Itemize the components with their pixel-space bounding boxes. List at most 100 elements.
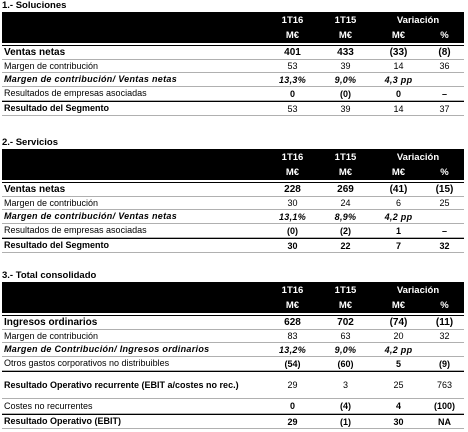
row-label: Resultado Operativo recurrente (EBIT a/c… [4, 379, 239, 390]
header-spacer [2, 150, 266, 165]
row-label: Otros gastos corporativos no distribuibl… [4, 358, 170, 368]
unit-header: % [440, 300, 449, 311]
unit-header: % [440, 30, 449, 41]
unit-header: M€ [285, 300, 300, 311]
cell-value: (41) [389, 184, 408, 195]
table-body: Ingresos ordinarios 628 702 (74) (11) Margen … [2, 315, 464, 429]
cell-value: 14 [393, 103, 404, 114]
column-header: 1T16 [281, 285, 304, 296]
column-header: 1T16 [281, 15, 304, 26]
cell-value: 9,0% [334, 74, 357, 85]
section-title: 1.- Soluciones [2, 0, 464, 13]
cell-value: 13,3% [278, 74, 307, 85]
cell-value: 6 [395, 198, 401, 208]
cell-value: 20 [393, 331, 404, 341]
row-label: Margen de contribución/ Ventas netas [4, 74, 177, 84]
section: 2.- Servicios 1T16 1T15 Variación M€ M€ M€% Ven… [2, 137, 464, 253]
cell-value: 0 [289, 88, 295, 99]
cell-value: 4 [395, 401, 401, 411]
section-title: 3.- Total consolidado [2, 270, 464, 283]
unit-header: M€ [391, 167, 406, 178]
cell-value: (11) [435, 317, 454, 328]
cell-value: 30 [287, 240, 298, 251]
cell-value: 14 [393, 61, 404, 71]
header-spacer [2, 28, 266, 43]
column-header: Variación [396, 285, 440, 296]
cell-value: 8,9% [334, 211, 357, 222]
table-row: Ventas netas 228 269 (41) (15) [2, 182, 464, 197]
cell-value: 22 [340, 240, 351, 251]
cell-value: (33) [389, 47, 408, 58]
cell-value: (9) [439, 358, 450, 369]
cell-value: 39 [340, 103, 351, 114]
cell-value: 401 [284, 47, 301, 58]
cell-value: 24 [340, 198, 351, 208]
cell-value: (8) [438, 47, 451, 58]
column-header: 1T15 [334, 152, 357, 163]
cell-value: (74) [389, 317, 408, 328]
cell-value: 7 [395, 240, 401, 251]
cell-value: 5 [395, 358, 401, 369]
cell-value: 36 [439, 61, 450, 71]
header-row: 1T16 1T15 Variación [2, 283, 464, 298]
unit-header: M€ [285, 30, 300, 41]
table-row: Margen de Contribución/ Ingresos ordinar… [2, 343, 464, 357]
cell-value: 25 [393, 380, 404, 390]
cell-value: 702 [337, 317, 354, 328]
row-label: Margen de contribución [4, 60, 99, 71]
cell-value: 228 [284, 184, 301, 195]
cell-value: 1 [395, 225, 401, 236]
table-row: Margen de contribución/ Ventas netas 13,3… [2, 73, 464, 87]
cell-value: – [441, 88, 447, 99]
header-row: M€ M€ M€% [2, 298, 464, 313]
column-header: 1T15 [334, 285, 357, 296]
column-header: 1T15 [334, 15, 357, 26]
table-row: Otros gastos corporativos no distribuibl… [2, 357, 464, 371]
cell-value: 29 [287, 380, 298, 390]
table-row: Resultado Operativo (EBIT) 29 (1) 30 NA [2, 414, 464, 429]
header-spacer [2, 298, 266, 313]
unit-header: M€ [338, 30, 353, 41]
column-header: Variación [396, 15, 440, 26]
cell-value: 4,2 pp [384, 211, 413, 222]
row-label: Resultado del Segmento [4, 103, 110, 113]
cell-value: 53 [287, 61, 298, 71]
unit-header: M€ [285, 167, 300, 178]
row-label: Resultado Operativo (EBIT) [4, 416, 122, 426]
cell-value: 32 [439, 331, 450, 341]
table-row: Margen de contribución 83 63 20 32 [2, 330, 464, 343]
table-row: Costes no recurrentes 0 (4) 4 (100) [2, 399, 464, 414]
cell-value: (2) [340, 225, 351, 236]
header-row: M€ M€ M€% [2, 165, 464, 180]
cell-value: 25 [439, 198, 450, 208]
cell-value: 53 [287, 103, 298, 114]
cell-value: 37 [439, 103, 450, 114]
table-row: Resultado Operativo recurrente (EBIT a/c… [2, 371, 464, 399]
cell-value: 13,2% [278, 344, 307, 355]
header-spacer [2, 13, 266, 28]
table-row: Resultados de empresas asociadas (0) (2) 1 – [2, 224, 464, 238]
cell-value: (100) [433, 401, 455, 411]
table-row: Ingresos ordinarios 628 702 (74) (11) [2, 315, 464, 330]
unit-header: M€ [391, 300, 406, 311]
row-label: Margen de contribución [4, 197, 99, 208]
cell-value: (0) [340, 88, 351, 99]
column-header: 1T16 [281, 152, 304, 163]
table-body: Ventas netas 401 433 (33) (8) Margen de contr… [2, 45, 464, 116]
section: 1.- Soluciones 1T16 1T15 Variación M€ M€ M€% Ve… [2, 0, 464, 116]
table-row: Resultado del Segmento 30 22 7 32 [2, 238, 464, 253]
row-label: Ventas netas [4, 184, 66, 195]
section-title: 2.- Servicios [2, 137, 464, 150]
row-label: Resultados de empresas asociadas [4, 225, 147, 235]
unit-header: M€ [391, 30, 406, 41]
cell-value: 32 [439, 240, 450, 251]
cell-value: (4) [340, 401, 351, 411]
cell-value: – [441, 225, 447, 236]
table-header: 1T16 1T15 Variación M€ M€ M€% [2, 13, 464, 43]
cell-value: (1) [340, 416, 351, 427]
cell-value: 63 [340, 331, 351, 341]
cell-value: NA [438, 416, 451, 427]
cell-value: (0) [287, 225, 298, 236]
cell-value: 763 [436, 380, 453, 390]
